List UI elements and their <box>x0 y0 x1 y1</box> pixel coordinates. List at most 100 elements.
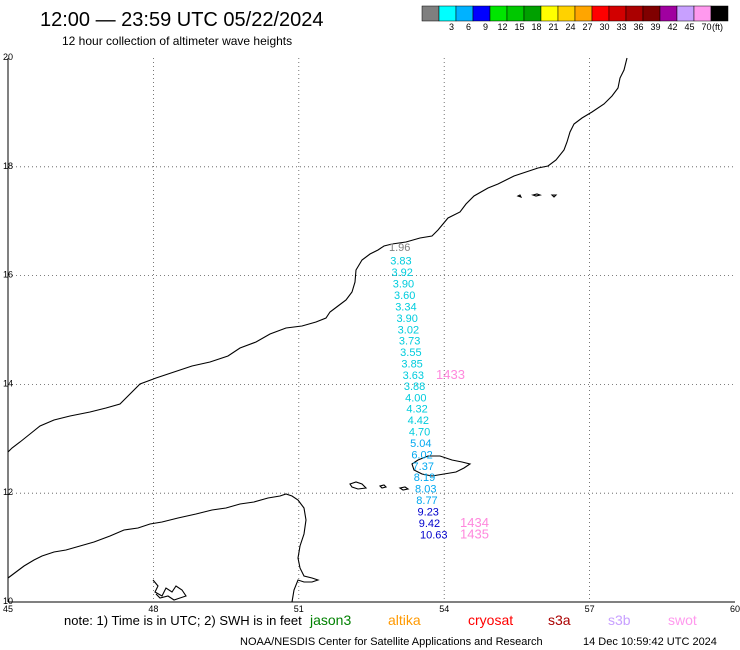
wave-height-value: 3.60 <box>394 290 415 302</box>
kuria-muria-islands <box>516 193 558 198</box>
latitude-tick-label: 16 <box>3 270 13 280</box>
satellite-name-swot: swot <box>668 612 697 628</box>
wave-height-value: 3.90 <box>396 313 417 325</box>
wave-height-value: 3.34 <box>395 301 416 313</box>
footer-timestamp: 14 Dec 10:59:42 UTC 2024 <box>583 636 717 648</box>
wave-height-value: 4.42 <box>408 415 429 427</box>
wave-height-value: 3.55 <box>400 347 421 359</box>
wave-height-value: 5.04 <box>410 438 431 450</box>
somalia-coastline <box>7 493 320 603</box>
legend-label: 12 <box>497 22 507 32</box>
legend-label: 18 <box>531 22 541 32</box>
wave-height-value: 3.92 <box>391 267 412 279</box>
legend-swatch <box>659 5 678 22</box>
pass-time-label: 1434 <box>460 515 489 530</box>
legend-label: 21 <box>548 22 558 32</box>
wave-height-value: 3.83 <box>390 256 411 268</box>
legend-swatch <box>523 5 542 22</box>
wave-height-value: 9.23 <box>418 507 439 519</box>
satellite-name-jason3: jason3 <box>309 612 351 628</box>
legend-label: 39 <box>650 22 660 32</box>
wave-height-value: 8.77 <box>416 495 437 507</box>
legend-swatch <box>489 5 508 22</box>
longitude-tick-label: 48 <box>148 604 158 614</box>
wave-height-value: 3.02 <box>398 324 419 336</box>
legend-label: 24 <box>565 22 575 32</box>
legend-label: 27 <box>582 22 592 32</box>
wave-height-value: 10.63 <box>420 529 448 541</box>
legend-swatch <box>625 5 644 22</box>
abd-al-kuri-island <box>349 481 368 490</box>
pass-time-label: 1435 <box>460 526 489 541</box>
legend-label: 33 <box>616 22 626 32</box>
legend-label: 9 <box>483 22 488 32</box>
latitude-tick-label: 10 <box>3 596 13 606</box>
footer-credit: NOAA/NESDIS Center for Satellite Applica… <box>240 636 543 648</box>
wave-height-value: 7.37 <box>413 461 434 473</box>
wave-height-value: 4.00 <box>405 392 426 404</box>
satellite-legend: jason3 altika cryosat s3a s3b swot <box>309 612 697 628</box>
observation-track: 1.963.833.923.903.603.343.903.023.733.55… <box>389 242 448 541</box>
satellite-name-altika: altika <box>388 612 421 628</box>
legend-swatch <box>540 5 559 22</box>
wave-height-value: 1.96 <box>389 242 410 254</box>
coastal-detail <box>152 579 187 601</box>
arabian-coastline <box>7 57 628 453</box>
longitude-tick-label: 54 <box>439 604 449 614</box>
wave-height-value: 9.42 <box>419 518 440 530</box>
map-title: 12:00 — 23:59 UTC 05/22/2024 <box>40 9 324 31</box>
longitude-tick-label: 60 <box>730 604 740 614</box>
wave-height-legend: 3 6 9 12 15 18 21 24 27 30 33 36 39 42 45 70 <box>421 5 729 32</box>
longitude-tick-label: 57 <box>585 604 595 614</box>
axis-ticks: 45 48 51 54 57 60 20 18 16 14 12 10 <box>3 52 740 614</box>
legend-swatch <box>574 5 593 22</box>
legend-label: 6 <box>466 22 471 32</box>
pass-time-label: 1433 <box>436 367 465 382</box>
wave-height-value: 3.73 <box>399 336 420 348</box>
wave-height-value: 4.32 <box>406 404 427 416</box>
longitude-tick-label: 45 <box>3 604 13 614</box>
satellite-name-cryosat: cryosat <box>468 612 513 628</box>
wave-height-value: 3.88 <box>404 381 425 393</box>
legend-swatch <box>693 5 712 22</box>
latitude-tick-label: 14 <box>3 378 13 388</box>
satellite-name-s3a: s3a <box>548 612 571 628</box>
legend-label: 15 <box>514 22 524 32</box>
wave-height-value: 6.02 <box>411 449 432 461</box>
legend-label: 36 <box>633 22 643 32</box>
legend-label: 42 <box>667 22 677 32</box>
legend-label: 3 <box>449 22 454 32</box>
legend-swatch <box>506 5 525 22</box>
legend-swatch <box>438 5 457 22</box>
longitude-tick-label: 51 <box>294 604 304 614</box>
legend-swatch <box>642 5 661 22</box>
legend-swatch <box>472 5 491 22</box>
islet <box>398 486 410 491</box>
footnote: note: 1) Time is in UTC; 2) SWH is in fe… <box>64 613 302 628</box>
legend-unit: (ft) <box>712 22 723 32</box>
legend-swatch <box>710 5 729 22</box>
legend-swatch <box>421 5 440 22</box>
legend-swatch <box>455 5 474 22</box>
legend-swatch <box>608 5 627 22</box>
wave-height-value: 8.03 <box>415 484 436 496</box>
coastline <box>7 57 628 603</box>
satellite-name-s3b: s3b <box>608 612 631 628</box>
legend-label: 70 <box>701 22 711 32</box>
latitude-tick-label: 20 <box>3 52 13 62</box>
wave-height-value: 3.85 <box>401 359 422 371</box>
map-subtitle: 12 hour collection of altimeter wave hei… <box>62 34 292 48</box>
map-frame <box>7 58 735 603</box>
legend-swatch <box>676 5 695 22</box>
graticule <box>8 58 735 602</box>
legend-label: 45 <box>684 22 694 32</box>
wave-height-value: 8.19 <box>414 472 435 484</box>
latitude-tick-label: 18 <box>3 161 13 171</box>
islet <box>378 484 388 489</box>
legend-swatch <box>591 5 610 22</box>
wave-height-value: 3.90 <box>393 279 414 291</box>
socotra-island <box>411 455 472 477</box>
wave-height-value: 3.63 <box>403 370 424 382</box>
